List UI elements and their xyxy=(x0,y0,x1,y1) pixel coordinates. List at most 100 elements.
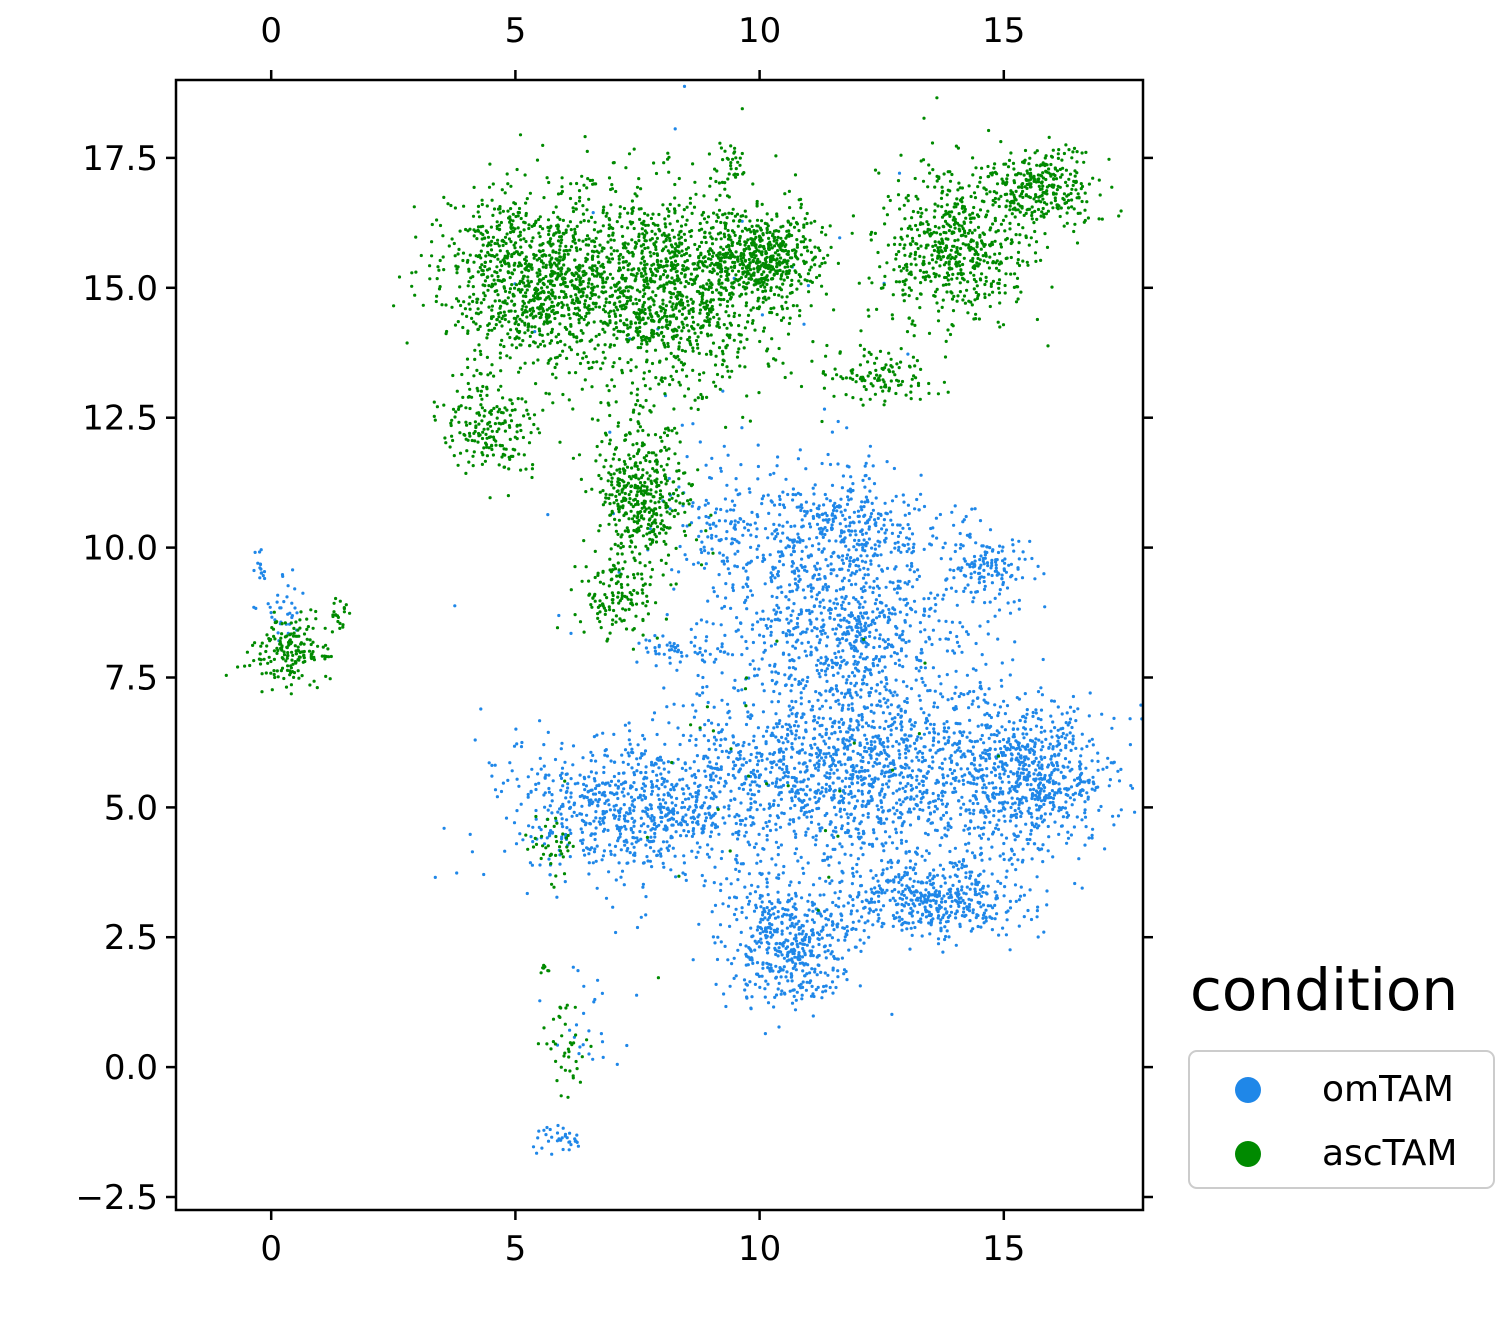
data-point xyxy=(865,554,869,558)
data-point xyxy=(788,590,792,594)
data-point xyxy=(849,625,853,630)
data-point xyxy=(959,767,963,771)
data-point xyxy=(826,973,830,977)
data-point xyxy=(825,679,829,684)
data-point xyxy=(907,579,911,584)
data-point xyxy=(905,536,909,540)
data-point xyxy=(864,544,868,548)
data-point xyxy=(806,899,810,903)
data-point xyxy=(849,765,854,769)
data-point xyxy=(1079,754,1083,758)
data-point xyxy=(805,679,809,684)
data-point xyxy=(777,523,781,527)
data-point xyxy=(744,777,748,781)
data-point xyxy=(840,717,844,722)
data-point xyxy=(1013,640,1017,644)
data-point xyxy=(900,917,904,921)
data-point xyxy=(622,787,626,791)
data-point xyxy=(876,539,880,543)
data-point xyxy=(979,826,984,831)
data-point xyxy=(613,808,617,812)
data-point xyxy=(897,880,901,885)
data-point xyxy=(860,765,864,770)
data-point xyxy=(817,672,821,676)
data-point xyxy=(853,616,857,620)
data-point xyxy=(840,706,845,710)
data-point xyxy=(913,721,917,725)
data-point xyxy=(847,801,851,805)
data-point xyxy=(872,726,876,730)
data-point xyxy=(890,861,894,865)
data-point xyxy=(731,735,735,739)
data-point xyxy=(941,695,945,699)
data-point xyxy=(433,875,437,880)
data-point xyxy=(828,822,832,826)
data-point xyxy=(880,610,884,614)
data-point xyxy=(981,786,985,790)
data-point xyxy=(738,767,743,771)
data-point xyxy=(906,542,910,546)
data-point xyxy=(705,785,709,790)
data-point xyxy=(712,735,717,739)
data-point xyxy=(589,750,593,754)
data-point xyxy=(774,822,778,826)
data-point xyxy=(627,721,631,725)
data-point xyxy=(787,621,791,625)
data-point xyxy=(646,824,650,828)
data-point xyxy=(942,726,947,730)
data-point xyxy=(665,779,669,783)
data-point xyxy=(772,503,777,507)
data-point xyxy=(669,788,673,792)
data-point xyxy=(919,800,923,804)
data-point xyxy=(774,682,778,686)
data-point xyxy=(848,691,852,695)
data-point xyxy=(727,896,732,900)
data-point xyxy=(628,851,632,855)
data-point xyxy=(969,898,974,902)
data-point xyxy=(901,921,905,926)
data-point xyxy=(1065,841,1069,845)
data-point xyxy=(1002,767,1006,771)
data-point xyxy=(920,913,925,917)
data-point xyxy=(838,641,842,645)
data-point xyxy=(858,655,862,659)
data-point xyxy=(993,747,997,752)
data-point xyxy=(473,738,477,742)
data-point xyxy=(1047,763,1051,767)
data-point xyxy=(803,804,808,808)
data-point xyxy=(768,553,772,557)
data-point xyxy=(829,572,833,576)
data-point xyxy=(821,716,825,720)
data-point xyxy=(1024,796,1028,800)
data-point xyxy=(877,670,881,675)
data-point xyxy=(1004,875,1008,879)
data-point xyxy=(979,737,983,741)
data-point xyxy=(854,563,858,568)
data-point xyxy=(856,776,860,780)
data-point xyxy=(966,827,970,831)
data-point xyxy=(763,582,767,586)
data-point xyxy=(809,653,813,657)
data-point xyxy=(802,712,806,716)
data-point xyxy=(974,641,978,646)
data-point xyxy=(891,806,896,810)
data-point xyxy=(729,798,733,803)
data-point xyxy=(872,658,876,662)
data-point xyxy=(797,951,801,955)
data-point xyxy=(941,776,946,780)
data-point xyxy=(756,515,760,519)
data-point xyxy=(542,793,546,797)
data-point xyxy=(1057,809,1061,813)
data-point xyxy=(865,641,869,645)
data-point xyxy=(652,849,656,853)
data-point xyxy=(933,596,937,600)
data-point xyxy=(938,863,943,867)
data-point xyxy=(838,522,842,526)
data-point xyxy=(845,925,849,929)
data-point xyxy=(857,538,861,543)
data-point xyxy=(944,619,948,624)
data-point xyxy=(817,641,822,645)
data-point xyxy=(754,842,758,846)
data-point xyxy=(877,593,882,598)
data-point xyxy=(875,815,879,819)
